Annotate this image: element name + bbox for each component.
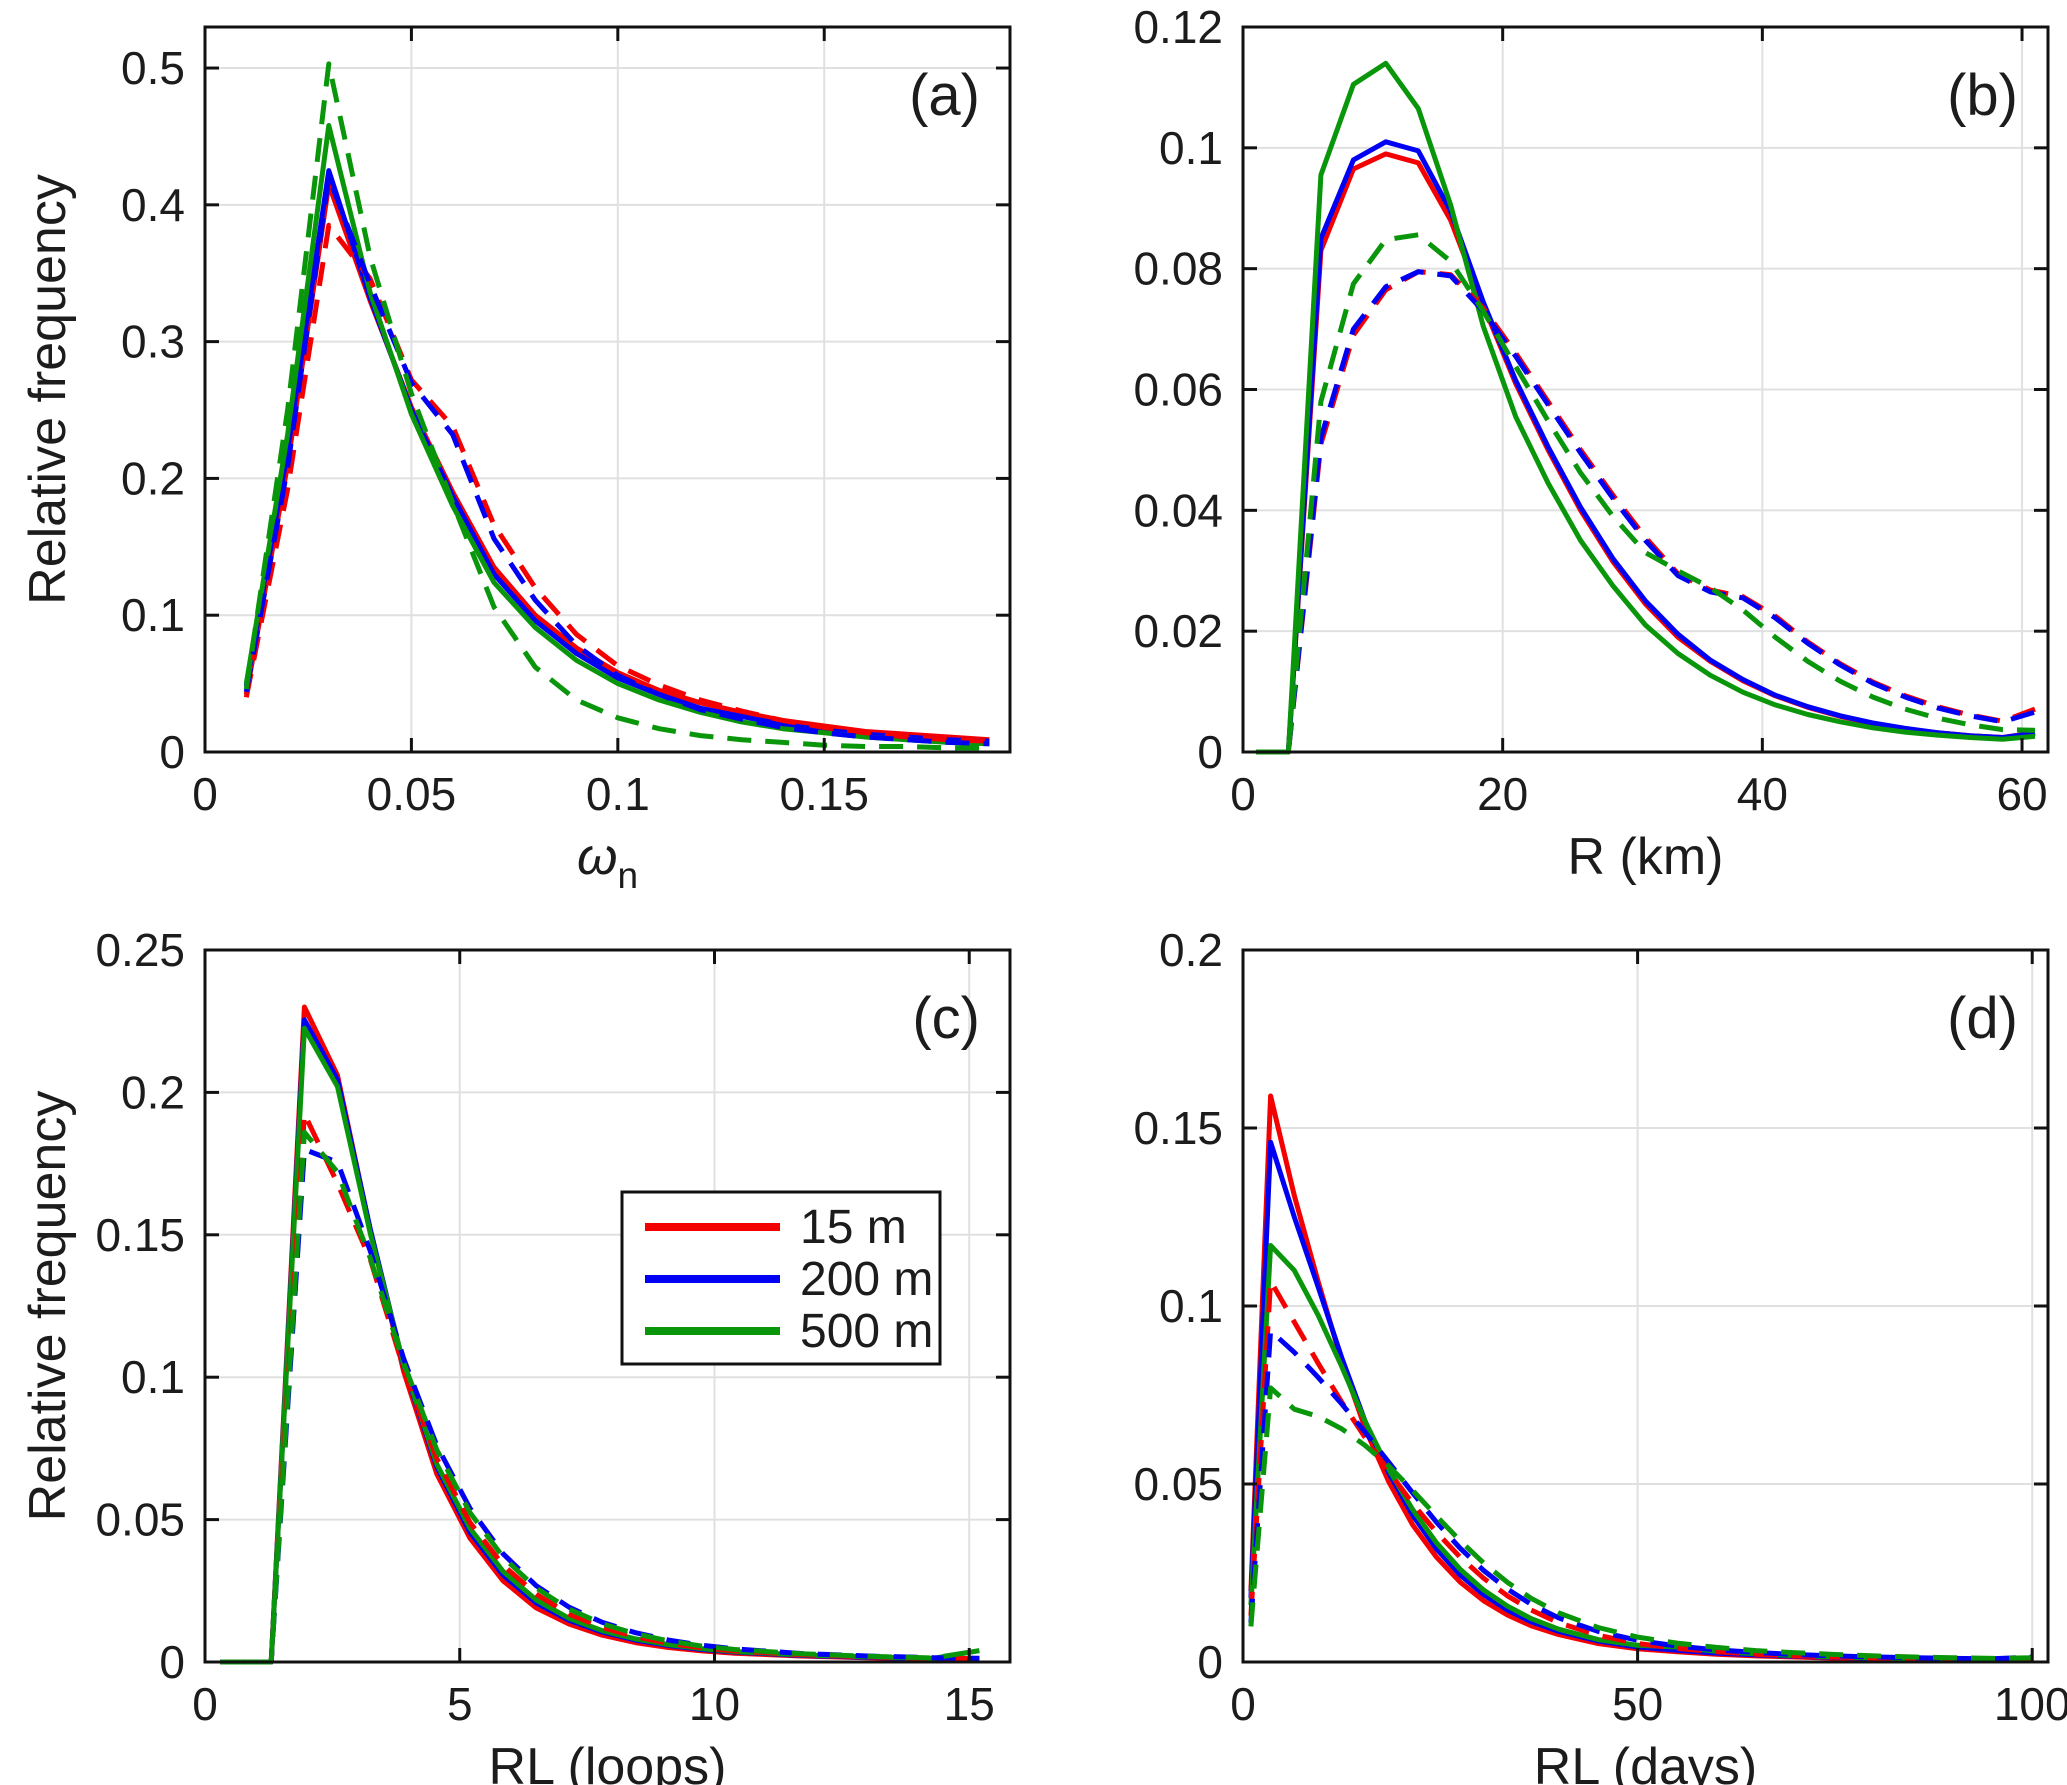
x-tick-label: 0 (1230, 1678, 1256, 1730)
y-tick-label: 0.3 (121, 316, 185, 368)
series-500m-dashed (1256, 232, 2036, 755)
y-axis-label: Relative frequency (19, 174, 77, 605)
y-tick-label: 0 (1197, 726, 1223, 778)
series-500m-dashed (220, 1129, 980, 1665)
y-tick-label: 0.2 (121, 452, 185, 504)
x-tick-label: 0 (192, 768, 218, 820)
panel-letter: (c) (912, 986, 980, 1051)
y-tick-label: 0.12 (1133, 1, 1223, 53)
legend-label: 500 m (800, 1305, 933, 1358)
panel-letter: (d) (1947, 986, 2018, 1051)
y-tick-label: 0.15 (95, 1209, 185, 1261)
y-tick-label: 0.04 (1133, 484, 1223, 536)
panel-c: 0 5 10 15 0 0.05 0.1 0.15 0.2 0.25 RL (loops) Relat… (19, 924, 1012, 1785)
series-200m-dashed (1256, 269, 2036, 755)
panel-a: 0 0.05 0.1 0.15 0 0.1 0.2 0.3 0.4 0.5 ωn Relative f… (19, 25, 1012, 896)
series-500m-solid (1256, 60, 2036, 755)
x-tick-label: 15 (944, 1678, 995, 1730)
x-tick-label: 0.05 (367, 768, 457, 820)
y-tick-label: 0.05 (95, 1494, 185, 1546)
x-tick-label: 100 (1994, 1678, 2067, 1730)
y-tick-label: 0.1 (1159, 122, 1223, 174)
series-500m-dashed (243, 61, 990, 751)
x-tick-label: 0 (1230, 768, 1256, 820)
y-tick-label: 0.5 (121, 42, 185, 94)
x-tick-label: 0 (192, 1678, 218, 1730)
panel-b: 0 20 40 60 0 0.02 0.04 0.06 0.08 0.1 0.12 R (km) (b) (1133, 1, 2050, 886)
x-tick-label: 20 (1477, 768, 1528, 820)
y-tick-label: 0.06 (1133, 364, 1223, 416)
legend-label: 15 m (800, 1201, 907, 1254)
y-tick-label: 0 (1197, 1636, 1223, 1688)
series-15m-dashed (1248, 1278, 2033, 1662)
series-500m-dashed (1248, 1385, 2033, 1661)
panel-d: 0 50 100 0 0.05 0.1 0.15 0.2 RL (days) (d) (1133, 924, 2067, 1785)
x-tick-label: 10 (689, 1678, 740, 1730)
x-tick-label: 5 (447, 1678, 473, 1730)
y-tick-label: 0.05 (1133, 1458, 1223, 1510)
series-200m-dashed (1248, 1328, 2033, 1662)
y-tick-label: 0.2 (121, 1066, 185, 1118)
series-500m-solid (243, 123, 990, 747)
x-tick-label: 40 (1737, 768, 1788, 820)
y-tick-label: 0.02 (1133, 605, 1223, 657)
x-axis-label: ωn (577, 828, 638, 896)
x-tick-label: 0.1 (586, 768, 650, 820)
axes-box (203, 948, 1012, 1664)
y-tick-label: 0.4 (121, 179, 185, 231)
y-tick-label: 0.25 (95, 924, 185, 976)
y-tick-label: 0.1 (121, 589, 185, 641)
y-tick-label: 0 (159, 1636, 185, 1688)
legend-label: 200 m (800, 1253, 933, 1306)
series-15m-dashed (220, 1111, 980, 1665)
x-tick-label: 0.15 (779, 768, 869, 820)
y-axis-label: Relative frequency (19, 1091, 77, 1522)
x-axis-label: RL (days) (1534, 1738, 1757, 1785)
y-tick-label: 0.08 (1133, 243, 1223, 295)
series-15m-solid (1248, 1093, 2033, 1663)
axes-box (203, 25, 1012, 754)
x-tick-label: 50 (1612, 1678, 1663, 1730)
series-500m-solid (1248, 1243, 2033, 1662)
x-axis-label: R (km) (1568, 828, 1724, 886)
x-axis-label: RL (loops) (489, 1738, 727, 1785)
series-200m-solid (1256, 139, 2036, 755)
series-15m-dashed (1256, 269, 2036, 755)
y-tick-label: 0.15 (1133, 1102, 1223, 1154)
panel-letter: (b) (1947, 63, 2018, 128)
series-200m-dashed (220, 1146, 980, 1665)
y-tick-label: 0.1 (121, 1351, 185, 1403)
y-tick-label: 0.1 (1159, 1280, 1223, 1332)
series-15m-solid (1256, 151, 2036, 755)
panel-letter: (a) (909, 63, 980, 128)
y-tick-label: 0 (159, 726, 185, 778)
series-200m-dashed (243, 175, 990, 747)
y-tick-label: 0.2 (1159, 924, 1223, 976)
series-200m-solid (1248, 1139, 2033, 1662)
x-tick-label: 60 (1996, 768, 2047, 820)
